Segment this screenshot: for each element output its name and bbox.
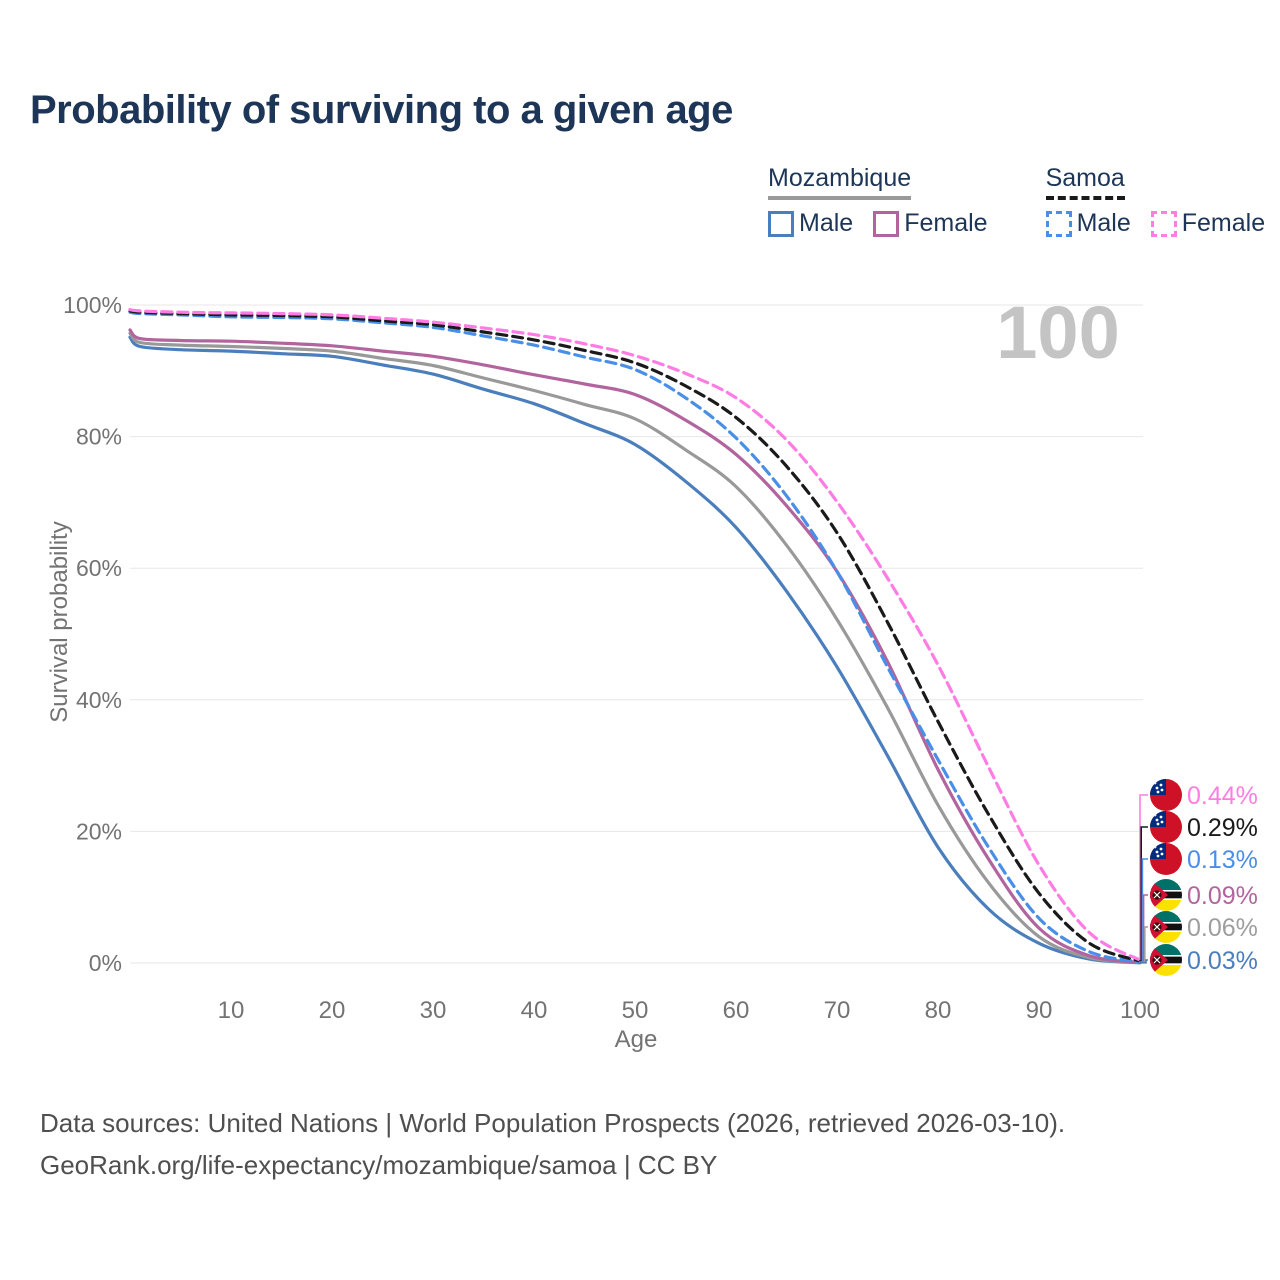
- chart-footer: Data sources: United Nations | World Pop…: [40, 1102, 1065, 1186]
- x-axis-title: Age: [614, 1026, 658, 1053]
- mozambique-male-swatch-icon: [768, 210, 794, 237]
- samoa-flag-icon: [1150, 843, 1182, 875]
- y-tick-label: 80%: [76, 424, 122, 450]
- mozambique-flag-icon: [1150, 879, 1182, 911]
- mozambique-flag-icon: [1150, 911, 1182, 943]
- series-line-samoa-male: [128, 310, 1142, 964]
- series-line-samoa: [128, 309, 1142, 963]
- y-tick-label: 100%: [63, 292, 122, 318]
- series-line-mozambique: [128, 331, 1142, 965]
- legend-item-mozambique-female[interactable]: Female: [873, 209, 988, 238]
- y-tick-label: 0%: [89, 950, 122, 976]
- end-label-connector: [1139, 826, 1148, 962]
- legend-header-samoa[interactable]: Samoa: [1045, 164, 1125, 200]
- end-value-label: 0.06%: [1187, 914, 1258, 942]
- end-label-connector: [1139, 959, 1148, 964]
- y-tick-label: 40%: [76, 687, 122, 713]
- page-title: Probability of surviving to a given age: [30, 88, 733, 132]
- end-value-label: 0.09%: [1187, 882, 1258, 910]
- series-line-mozambique-male: [128, 335, 1142, 965]
- x-tick-label: 80: [925, 997, 952, 1024]
- chart-legend: Mozambique Male Female Samoa Male: [768, 164, 1265, 238]
- legend-item-samoa-male[interactable]: Male: [1045, 209, 1131, 238]
- footer-url-license: GeoRank.org/life-expectancy/mozambique/s…: [40, 1150, 718, 1180]
- y-axis-title: Survival probability: [46, 521, 73, 723]
- mozambique-flag-icon: [1150, 944, 1182, 976]
- legend-group-samoa: Samoa Male Female: [1045, 164, 1265, 238]
- footer-data-sources: Data sources: United Nations | World Pop…: [40, 1108, 1066, 1138]
- x-tick-label: 90: [1026, 997, 1053, 1024]
- end-value-label: 0.03%: [1187, 947, 1258, 975]
- end-label-connector: [1139, 794, 1148, 961]
- legend-item-samoa-female[interactable]: Female: [1150, 209, 1265, 238]
- x-tick-label: 50: [622, 997, 649, 1024]
- x-tick-label: 30: [420, 997, 447, 1024]
- samoa-female-swatch-icon: [1150, 210, 1177, 237]
- mozambique-female-swatch-icon: [873, 210, 900, 237]
- x-tick-label: 10: [218, 997, 245, 1024]
- series-line-mozambique-female: [128, 328, 1142, 964]
- x-tick-label: 20: [319, 997, 346, 1024]
- y-tick-label: 60%: [76, 555, 122, 581]
- y-tick-label: 20%: [76, 818, 122, 844]
- x-tick-label: 100: [1120, 997, 1160, 1024]
- end-value-label: 0.44%: [1187, 782, 1258, 810]
- x-tick-label: 70: [824, 997, 851, 1024]
- end-value-label: 0.29%: [1187, 814, 1258, 842]
- samoa-flag-icon: [1150, 779, 1182, 811]
- end-value-label: 0.13%: [1187, 846, 1258, 874]
- legend-header-mozambique[interactable]: Mozambique: [768, 164, 912, 200]
- legend-group-mozambique: Mozambique Male Female: [768, 164, 988, 238]
- legend-item-mozambique-male[interactable]: Male: [768, 209, 853, 238]
- series-line-samoa-female: [128, 308, 1142, 962]
- x-tick-label: 60: [723, 997, 750, 1024]
- x-tick-label: 40: [521, 997, 548, 1024]
- hover-age-watermark: 100: [996, 291, 1120, 374]
- samoa-flag-icon: [1150, 811, 1182, 843]
- samoa-male-swatch-icon: [1045, 210, 1072, 237]
